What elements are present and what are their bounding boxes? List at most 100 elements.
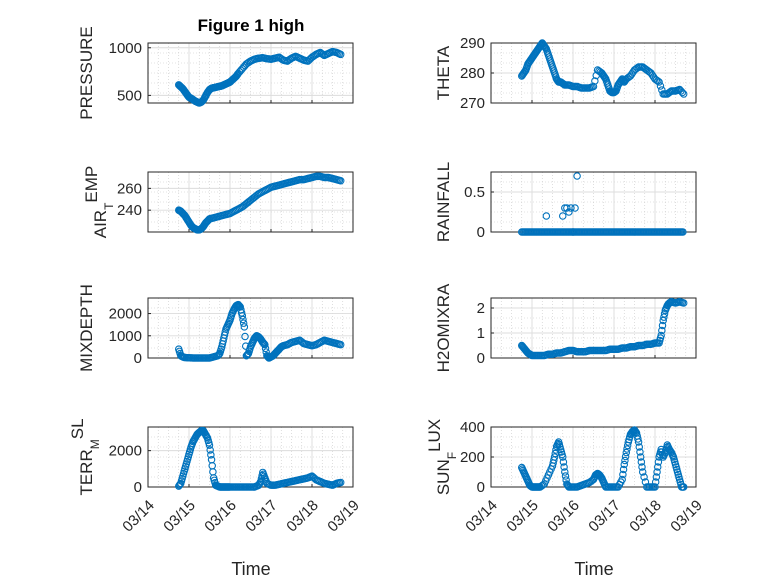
data-point — [679, 90, 688, 98]
data-point — [660, 310, 669, 318]
y-tick-label: 2 — [477, 300, 485, 317]
data-point — [559, 458, 568, 466]
panel-theta: 270 280 290 THETA — [434, 35, 697, 112]
data-point — [631, 427, 639, 435]
x-tick-label: 03/15 — [160, 497, 199, 536]
ylabel-rainfall: RAINFALL — [434, 162, 453, 242]
data-point — [235, 301, 243, 310]
panel-terr_msl: 0 2000 TERRMSL 03/14 03/15 03/16 03/17 03/18 03/… — [68, 418, 363, 535]
data-point — [638, 463, 646, 471]
data-point — [618, 475, 626, 484]
data-point — [679, 483, 688, 491]
data-point — [235, 302, 244, 310]
data-point — [569, 228, 577, 236]
y-tick-label: 2000 — [109, 306, 142, 323]
data-point — [565, 208, 573, 216]
data-point — [238, 312, 247, 320]
ylabel-h2omixra: H2OMIXRA — [434, 283, 453, 372]
data-point — [651, 478, 660, 486]
data-point — [621, 456, 629, 465]
data-point — [261, 344, 270, 353]
y-tick-label: 1000 — [109, 40, 142, 57]
data-point — [209, 468, 217, 476]
figure-title: Figure 1 high — [198, 16, 305, 35]
data-point — [561, 468, 569, 476]
data-point — [259, 338, 267, 347]
data-point — [571, 204, 579, 212]
data-point — [638, 468, 647, 476]
ylabel-air_temp: AIRTEMP — [82, 166, 117, 239]
data-point — [637, 458, 646, 466]
y-tick-label: 260 — [117, 180, 142, 197]
data-point — [589, 82, 598, 91]
y-tick-label: 1000 — [109, 328, 142, 345]
data-point — [636, 453, 645, 461]
data-point — [600, 73, 609, 81]
data-point — [632, 428, 640, 436]
data-point — [208, 462, 216, 470]
data-point — [336, 176, 345, 185]
data-point — [336, 50, 345, 59]
data-point — [243, 351, 251, 359]
data-point — [620, 460, 628, 469]
y-tick-label: 270 — [460, 95, 485, 112]
data-point — [241, 332, 249, 341]
data-point — [175, 481, 184, 489]
x-tick-label: 03/14 — [462, 497, 501, 536]
y-tick-label: 200 — [460, 449, 485, 466]
y-tick-label: 240 — [117, 202, 142, 219]
data-point — [207, 451, 215, 459]
y-tick-label: 0 — [477, 224, 485, 241]
x-tick-label: 03/19 — [667, 497, 706, 536]
data-point — [214, 351, 223, 359]
data-point — [636, 448, 644, 456]
data-point — [621, 452, 630, 461]
y-tick-label: 290 — [460, 35, 485, 52]
data-point — [679, 228, 687, 236]
data-point — [541, 43, 549, 51]
data-point — [634, 435, 642, 443]
data-point — [260, 340, 268, 348]
x-tick-label: 03/17 — [585, 497, 624, 536]
data-point — [520, 68, 529, 76]
y-tick-label: 0.5 — [464, 184, 485, 201]
xlabel-right: Time — [574, 559, 613, 579]
panel-pressure: 500 1000 PRESSURE — [77, 26, 354, 120]
data-point — [619, 470, 627, 479]
data-point — [591, 77, 599, 85]
ylabel-sun_flux: SUNFLUX — [425, 419, 460, 495]
data-point — [658, 321, 667, 330]
panel-rainfall: 0 0.5 RAINFALL — [434, 162, 697, 242]
data-point — [619, 465, 628, 474]
data-point — [336, 340, 345, 349]
axes-box — [147, 171, 354, 233]
x-tick-label: 03/18 — [283, 497, 322, 536]
data-point — [657, 331, 665, 340]
data-point — [567, 204, 575, 212]
data-point — [658, 326, 666, 335]
data-point — [558, 453, 567, 461]
x-tick-label: 03/18 — [626, 497, 665, 536]
data-point — [206, 446, 214, 454]
data-point — [558, 212, 567, 220]
x-tick-label: 03/15 — [503, 497, 542, 536]
data-point — [634, 438, 643, 446]
ylabel-theta: THETA — [434, 45, 453, 100]
data-point — [656, 82, 665, 90]
y-tick-label: 400 — [460, 419, 485, 436]
data-point — [654, 458, 663, 466]
ylabel-terr_msl: TERRMSL — [68, 418, 103, 495]
data-point — [239, 319, 248, 327]
data-point — [560, 463, 568, 471]
data-point — [655, 78, 663, 86]
data-point — [652, 473, 661, 481]
data-point — [679, 299, 688, 307]
axes-box — [147, 42, 354, 104]
x-tick-label: 03/16 — [544, 497, 583, 536]
panel-h2omixra: 0 1 2 H2OMIXRA — [434, 283, 697, 372]
data-point — [542, 212, 551, 220]
x-tick-label: 03/16 — [201, 497, 240, 536]
